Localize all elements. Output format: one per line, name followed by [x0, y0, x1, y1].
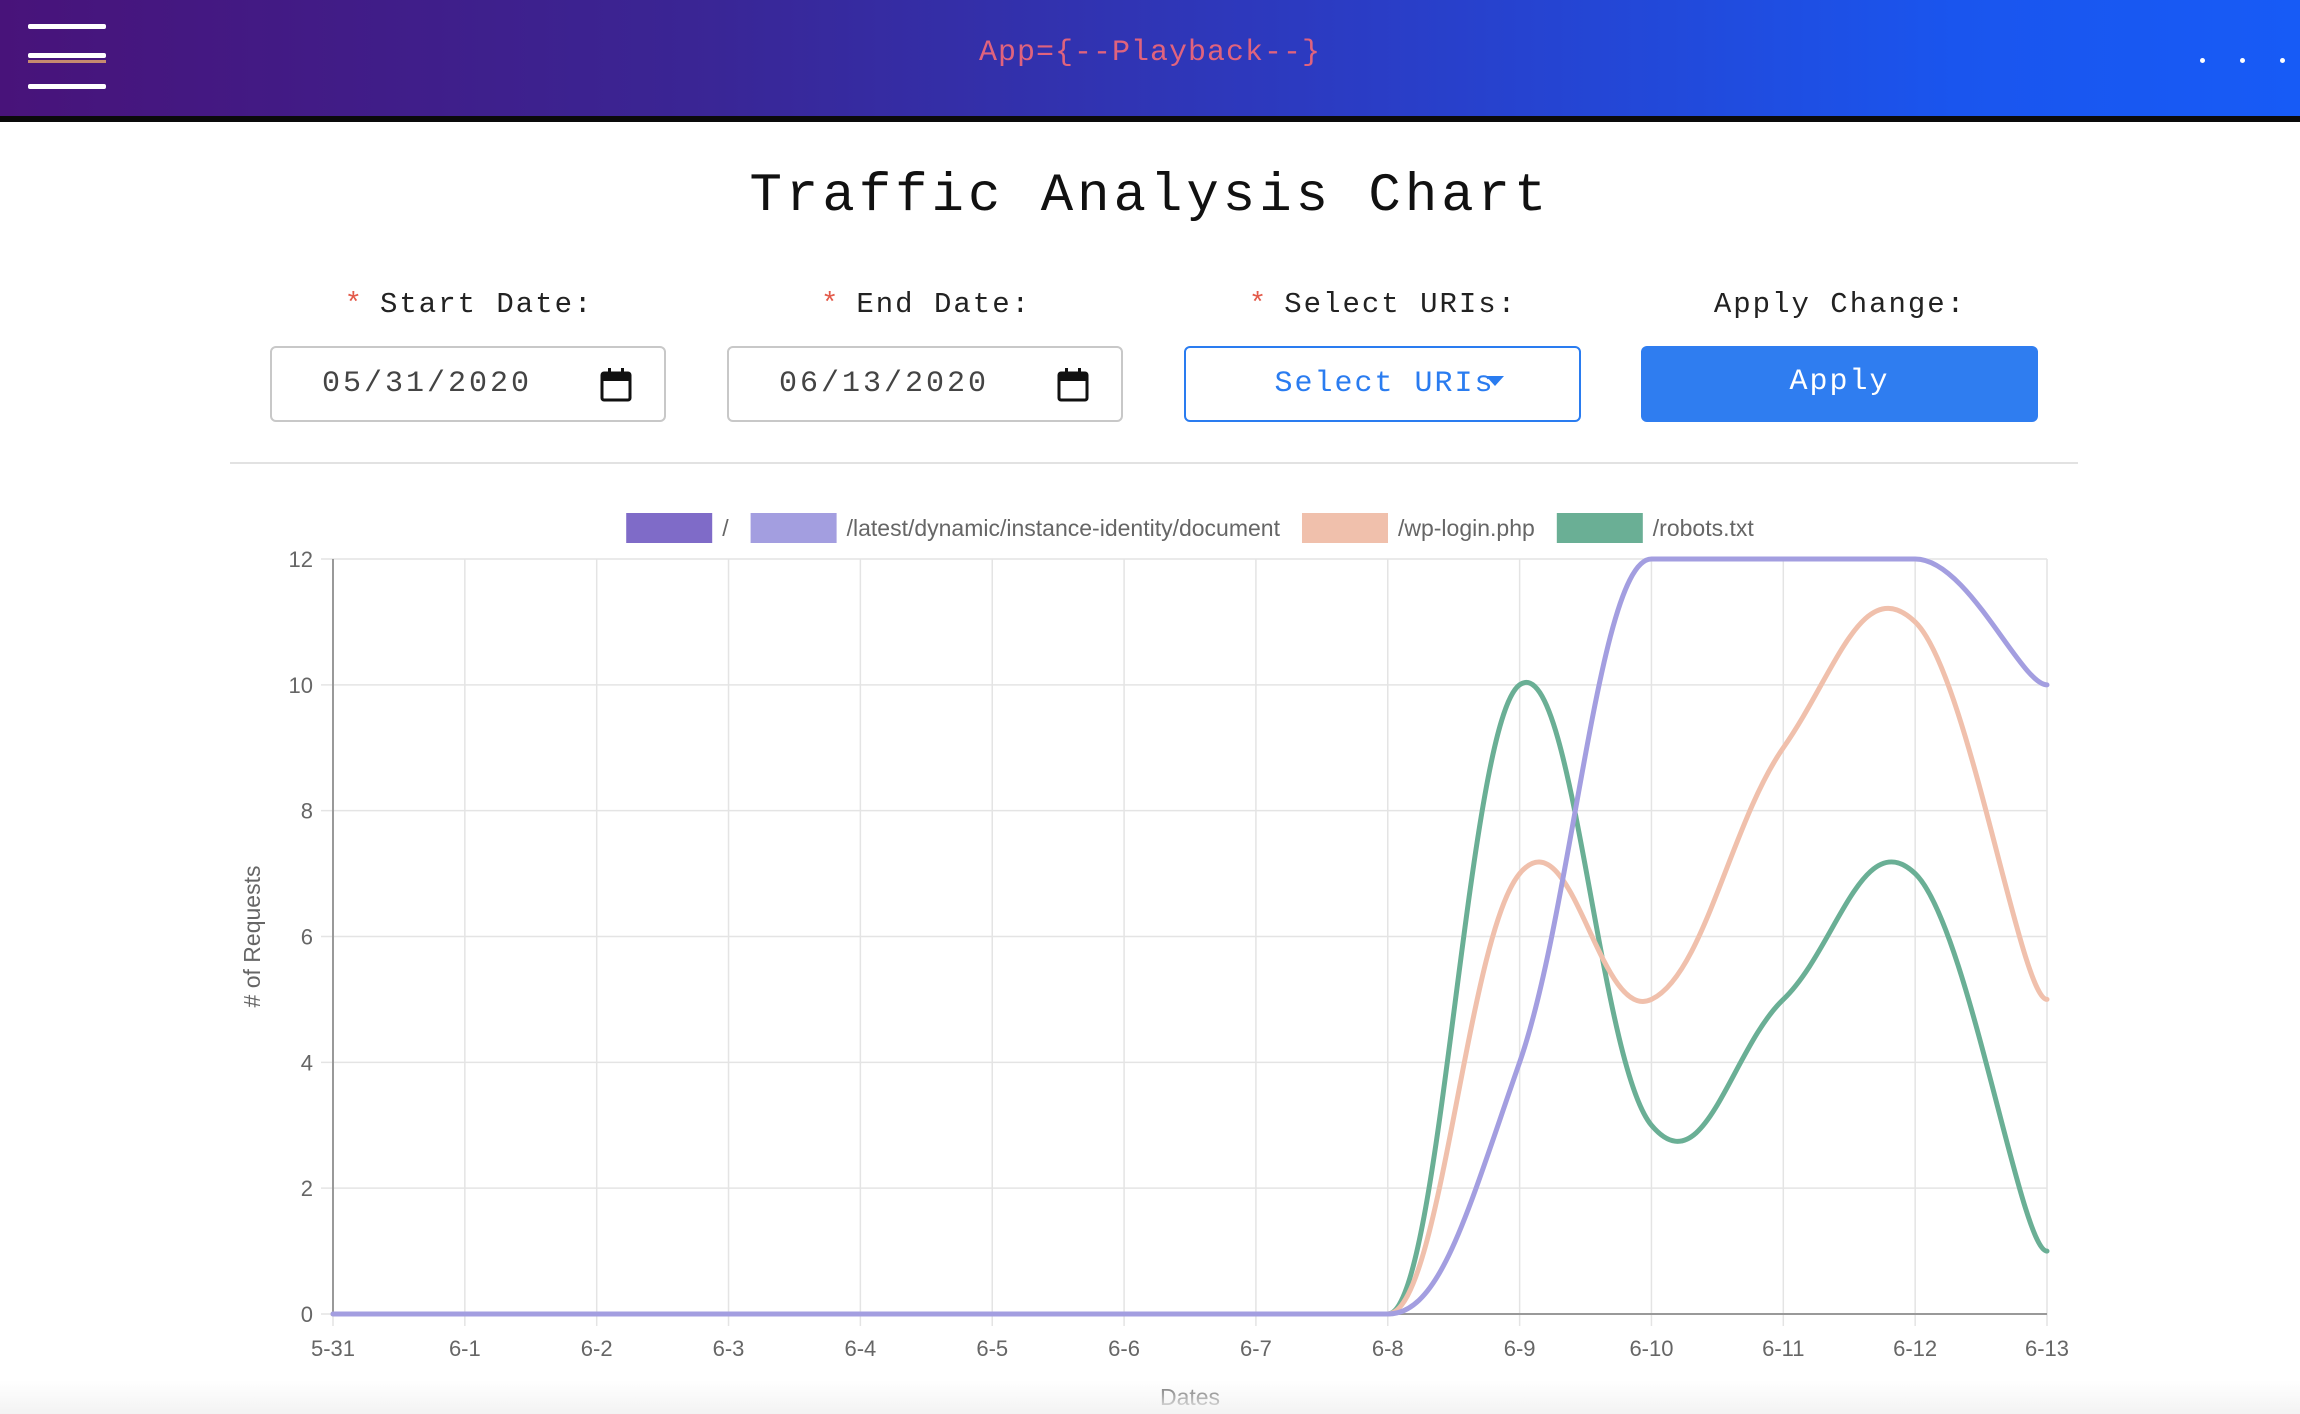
- hamburger-menu-icon[interactable]: [28, 22, 106, 94]
- ellipsis-icon[interactable]: [2186, 46, 2296, 76]
- end-date-value: 06/13/2020: [779, 367, 990, 401]
- select-uris-label: * Select URIs:: [1183, 288, 1583, 321]
- x-tick-label: 6-6: [1108, 1336, 1140, 1361]
- required-mark: *: [820, 288, 841, 321]
- x-tick-label: 6-7: [1240, 1336, 1272, 1361]
- end-date-input[interactable]: 06/13/2020: [727, 346, 1123, 422]
- x-tick-label: 6-4: [844, 1336, 876, 1361]
- start-date-value: 05/31/2020: [322, 367, 533, 401]
- select-uris-label-text: Select URIs:: [1284, 288, 1518, 321]
- x-tick-label: 6-3: [713, 1336, 745, 1361]
- section-divider: [230, 462, 2078, 464]
- traffic-line-chart: 0 2 4 6 8 10 12 5-31 6-1 6-2 6-3 6-4 6-5 6-6 6-7 6-8 6-9…: [239, 513, 2069, 1410]
- select-uris-dropdown[interactable]: Select URIs: [1184, 346, 1581, 422]
- y-tick-label: 2: [301, 1176, 313, 1201]
- legend-label: /robots.txt: [1653, 515, 1755, 541]
- end-date-label-text: End Date:: [856, 288, 1032, 321]
- select-uris-button-label: Select URIs: [1274, 367, 1495, 401]
- series-line: [330, 605, 2050, 1317]
- legend-swatch: [750, 513, 837, 543]
- y-tick-label: 4: [301, 1050, 313, 1075]
- required-mark: *: [1248, 288, 1269, 321]
- x-axis-title: Dates: [1160, 1384, 1220, 1410]
- start-date-input[interactable]: 05/31/2020: [270, 346, 666, 422]
- calendar-icon[interactable]: [1057, 368, 1089, 402]
- x-tick-label: 6-10: [1629, 1336, 1673, 1361]
- required-mark: *: [344, 288, 364, 321]
- start-date-label: * Start Date:: [269, 288, 669, 321]
- page-title: Traffic Analysis Chart: [749, 166, 1551, 227]
- x-tick-label: 6-5: [976, 1336, 1008, 1361]
- y-tick-label: 0: [301, 1302, 313, 1327]
- y-axis-title: # of Requests: [239, 866, 265, 1008]
- app-title: App={--Playback--}: [978, 36, 1322, 70]
- app-header: App={--Playback--}: [0, 0, 2300, 122]
- legend-swatch: [626, 513, 713, 543]
- x-tick-label: 6-2: [581, 1336, 613, 1361]
- x-tick-label: 6-12: [1893, 1336, 1937, 1361]
- apply-change-label: Apply Change:: [1713, 288, 1967, 321]
- apply-button-label: Apply: [1789, 365, 1890, 399]
- end-date-label: * End Date:: [726, 288, 1126, 321]
- calendar-icon[interactable]: [600, 368, 632, 402]
- series-line: [330, 679, 2050, 1317]
- y-tick-label: 6: [301, 925, 313, 950]
- y-tick-label: 10: [289, 673, 313, 698]
- caret-down-icon: [1486, 376, 1504, 386]
- legend-label: /latest/dynamic/instance-identity/docume…: [847, 515, 1281, 541]
- x-tick-label: 5-31: [311, 1336, 355, 1361]
- start-date-label-text: Start Date:: [379, 288, 594, 321]
- legend-swatch: [1556, 513, 1643, 543]
- y-tick-label: 8: [301, 799, 313, 824]
- legend-label: /: [722, 515, 729, 541]
- x-tick-label: 6-13: [2025, 1336, 2069, 1361]
- y-tick-label: 12: [289, 547, 313, 572]
- x-tick-label: 6-8: [1372, 1336, 1404, 1361]
- x-tick-label: 6-11: [1762, 1336, 1804, 1361]
- x-tick-label: 6-1: [449, 1336, 481, 1361]
- apply-button[interactable]: Apply: [1641, 346, 2038, 422]
- x-tick-label: 6-9: [1504, 1336, 1536, 1361]
- legend-swatch: [1301, 513, 1388, 543]
- legend-label: /wp-login.php: [1398, 515, 1535, 541]
- series-line: [330, 556, 2050, 1317]
